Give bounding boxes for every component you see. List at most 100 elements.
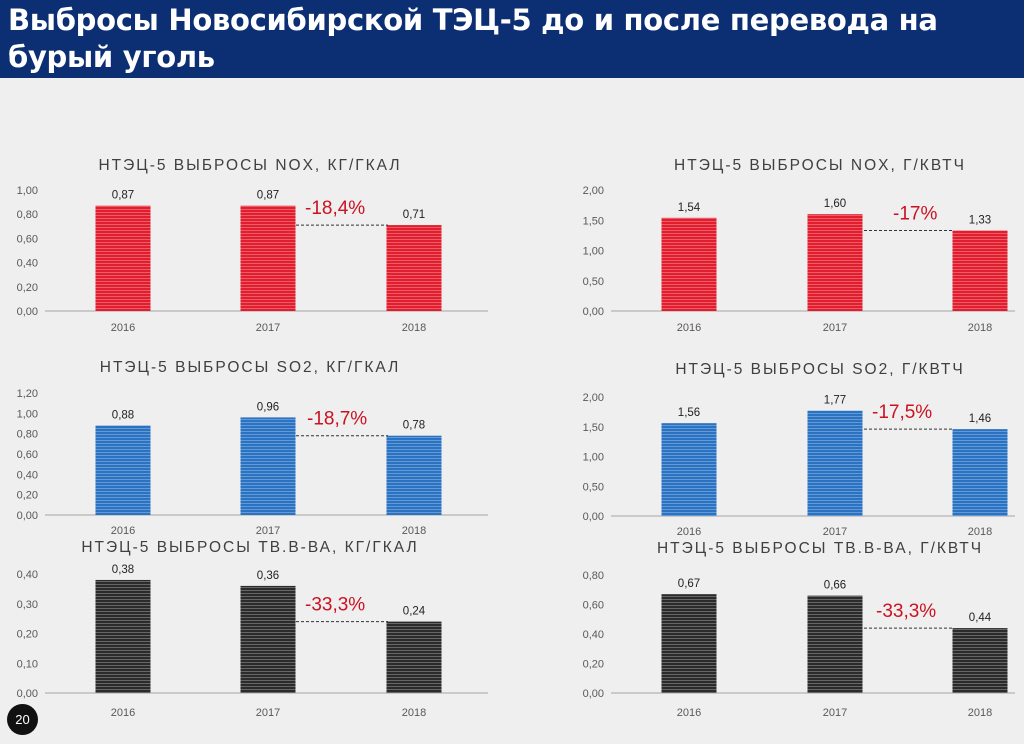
data-label: 1,56: [678, 407, 700, 419]
bar-2017: [807, 214, 863, 311]
y-tick-label: 0,00: [583, 306, 604, 318]
data-label: 1,54: [678, 202, 701, 214]
x-tick-label: 2016: [677, 322, 701, 334]
data-label: 0,96: [257, 401, 279, 413]
x-tick-label: 2016: [111, 707, 135, 719]
y-tick-label: 0,80: [17, 209, 38, 221]
data-label: 0,71: [403, 209, 425, 221]
data-label: 1,46: [969, 413, 991, 425]
y-tick-label: 0,50: [583, 481, 604, 493]
x-tick-label: 2018: [968, 707, 992, 719]
x-tick-label: 2016: [677, 526, 701, 538]
bar-2017: [240, 417, 296, 515]
data-label: 0,67: [678, 578, 700, 590]
x-tick-label: 2017: [823, 707, 847, 719]
y-tick-label: 0,20: [583, 659, 604, 671]
y-tick-label: 1,50: [583, 422, 604, 434]
data-label: 0,36: [257, 570, 279, 582]
y-tick-label: 0,00: [17, 688, 38, 700]
y-tick-label: 0,10: [17, 658, 38, 670]
y-tick-label: 0,50: [583, 276, 604, 288]
x-tick-label: 2017: [256, 525, 280, 537]
y-tick-label: 0,40: [583, 629, 604, 641]
chart-title: НТЭЦ-5 ВЫБРОСЫ ТВ.В-ВА, Г/КВТЧ: [657, 540, 983, 557]
data-label: 1,60: [824, 198, 846, 210]
data-label: 1,77: [824, 395, 846, 407]
x-tick-label: 2018: [402, 322, 426, 334]
y-tick-label: 0,20: [17, 282, 38, 294]
y-tick-label: 1,20: [17, 388, 38, 400]
x-tick-label: 2017: [823, 526, 847, 538]
y-tick-label: 1,00: [17, 185, 38, 197]
bar-2017: [240, 585, 296, 693]
y-tick-label: 0,20: [17, 490, 38, 502]
bar-2016: [661, 217, 717, 311]
chart-title: НТЭЦ-5 ВЫБРОСЫ SO2, Г/КВТЧ: [675, 361, 964, 378]
data-label: 0,38: [112, 564, 134, 576]
y-tick-label: 0,60: [17, 449, 38, 461]
change-percent-label: -18,7%: [307, 409, 367, 430]
y-tick-label: 1,00: [583, 246, 604, 258]
y-tick-label: 0,80: [17, 429, 38, 441]
y-tick-label: 0,40: [17, 469, 38, 481]
y-tick-label: 0,20: [17, 629, 38, 641]
x-tick-label: 2017: [823, 322, 847, 334]
header-bar: Выбросы Новосибирской ТЭЦ-5 до и после п…: [0, 0, 1024, 78]
y-tick-label: 2,00: [583, 392, 604, 404]
data-label: 0,87: [257, 190, 279, 202]
page-number-badge: 20: [7, 704, 38, 735]
x-tick-label: 2016: [111, 322, 135, 334]
data-label: 0,66: [824, 580, 846, 592]
data-label: 0,24: [403, 606, 426, 618]
bar-2018: [952, 628, 1008, 693]
data-label: 0,87: [112, 190, 134, 202]
bar-2016: [661, 594, 717, 693]
x-tick-label: 2018: [968, 526, 992, 538]
data-label: 1,33: [969, 215, 991, 227]
y-tick-label: 0,80: [583, 570, 604, 582]
bar-2018: [952, 429, 1008, 516]
y-tick-label: 0,00: [583, 511, 604, 523]
bar-2018: [386, 435, 442, 515]
y-tick-label: 0,40: [17, 258, 38, 270]
y-tick-label: 0,30: [17, 599, 38, 611]
chart-title: НТЭЦ-5 ВЫБРОСЫ SO2, КГ/ГКАЛ: [100, 359, 401, 376]
x-tick-label: 2017: [256, 322, 280, 334]
chart-title: НТЭЦ-5 ВЫБРОСЫ NOX, Г/КВТЧ: [674, 157, 966, 174]
x-tick-label: 2018: [402, 707, 426, 719]
bar-2017: [807, 595, 863, 693]
bar-2017: [807, 410, 863, 516]
chart-title: НТЭЦ-5 ВЫБРОСЫ NOX, КГ/ГКАЛ: [98, 157, 401, 174]
bar-2016: [95, 205, 151, 311]
y-tick-label: 1,50: [583, 215, 604, 227]
bar-2018: [386, 621, 442, 693]
y-tick-label: 0,00: [17, 510, 38, 522]
x-tick-label: 2016: [111, 525, 135, 537]
bar-2016: [661, 423, 717, 516]
x-tick-label: 2018: [402, 525, 426, 537]
y-tick-label: 0,00: [17, 306, 38, 318]
data-label: 0,78: [403, 420, 425, 432]
bar-2018: [386, 225, 442, 311]
bar-2018: [952, 230, 1008, 311]
y-tick-label: 0,60: [583, 600, 604, 612]
page-title: Выбросы Новосибирской ТЭЦ-5 до и после п…: [8, 3, 938, 74]
bar-2016: [95, 425, 151, 515]
y-tick-label: 1,00: [17, 408, 38, 420]
change-percent-label: -33,3%: [305, 595, 365, 616]
data-label: 0,88: [112, 410, 134, 422]
change-percent-label: -18,4%: [305, 198, 365, 219]
data-label: 0,44: [969, 612, 992, 624]
change-percent-label: -17%: [893, 204, 937, 225]
x-tick-label: 2017: [256, 707, 280, 719]
y-tick-label: 2,00: [583, 185, 604, 197]
y-tick-label: 0,60: [17, 233, 38, 245]
y-tick-label: 0,00: [583, 688, 604, 700]
bar-2017: [240, 205, 296, 311]
